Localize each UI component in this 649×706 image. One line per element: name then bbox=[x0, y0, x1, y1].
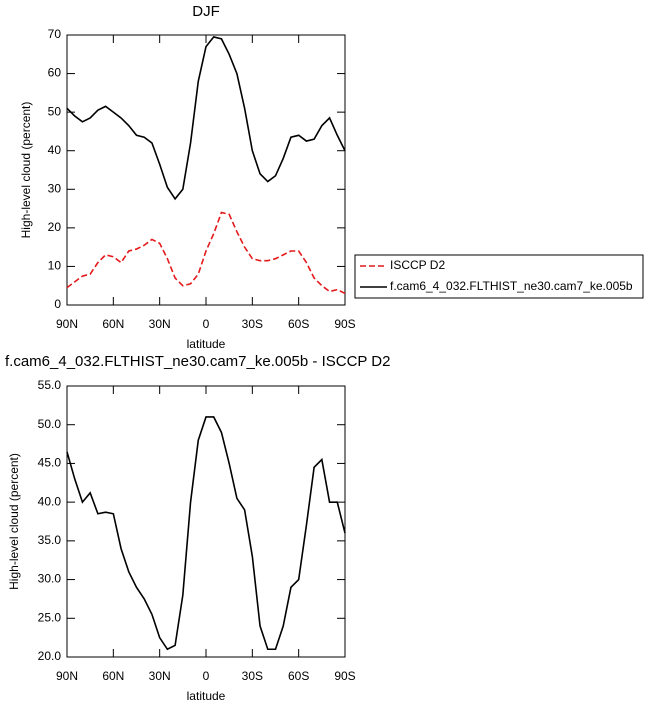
legend-label: f.cam6_4_032.FLTHIST_ne30.cam7_ke.005b bbox=[390, 279, 633, 293]
x-tick-label: 90N bbox=[56, 317, 78, 331]
x-tick-label: 90S bbox=[334, 317, 355, 331]
y-tick-label: 0 bbox=[54, 297, 61, 311]
y-tick-label: 20.0 bbox=[38, 649, 62, 663]
x-tick-label: 0 bbox=[203, 317, 210, 331]
x-tick-label: 30S bbox=[242, 317, 263, 331]
y-tick-label: 55.0 bbox=[38, 378, 62, 392]
y-axis-label: High-level cloud (percent) bbox=[7, 453, 21, 590]
legend-label: ISCCP D2 bbox=[390, 258, 445, 272]
x-axis-label: latitude bbox=[187, 689, 226, 703]
y-tick-label: 10 bbox=[48, 259, 62, 273]
data-line bbox=[66, 36, 346, 201]
x-axis-label: latitude bbox=[187, 337, 226, 351]
y-tick-label: 70 bbox=[48, 27, 62, 41]
y-tick-label: 50.0 bbox=[38, 417, 62, 431]
y-tick-label: 50 bbox=[48, 104, 62, 118]
plot-frame bbox=[66, 385, 346, 658]
y-axis-label: High-level cloud (percent) bbox=[19, 102, 33, 239]
y-tick-label: 45.0 bbox=[38, 456, 62, 470]
y-tick-label: 20 bbox=[48, 220, 62, 234]
y-tick-label: 40 bbox=[48, 143, 62, 157]
x-tick-label: 90S bbox=[334, 669, 355, 683]
y-tick-label: 25.0 bbox=[38, 610, 62, 624]
y-tick-label: 60 bbox=[48, 66, 62, 80]
x-tick-label: 60S bbox=[288, 317, 309, 331]
plot-frame bbox=[66, 34, 346, 306]
x-tick-label: 30N bbox=[149, 669, 171, 683]
x-tick-label: 90N bbox=[56, 669, 78, 683]
legend-box bbox=[354, 254, 644, 299]
x-tick-label: 30N bbox=[149, 317, 171, 331]
y-tick-label: 30 bbox=[48, 181, 62, 195]
x-tick-label: 30S bbox=[242, 669, 263, 683]
chart-title: f.cam6_4_032.FLTHIST_ne30.cam7_ke.005b -… bbox=[5, 353, 390, 370]
data-line bbox=[66, 416, 346, 651]
y-tick-label: 35.0 bbox=[38, 533, 62, 547]
x-tick-label: 60N bbox=[102, 317, 124, 331]
data-line bbox=[66, 211, 346, 295]
x-tick-label: 0 bbox=[203, 669, 210, 683]
y-tick-label: 40.0 bbox=[38, 494, 62, 508]
x-tick-label: 60N bbox=[102, 669, 124, 683]
x-tick-label: 60S bbox=[288, 669, 309, 683]
y-tick-label: 30.0 bbox=[38, 572, 62, 586]
chart-title: DJF bbox=[192, 3, 220, 20]
